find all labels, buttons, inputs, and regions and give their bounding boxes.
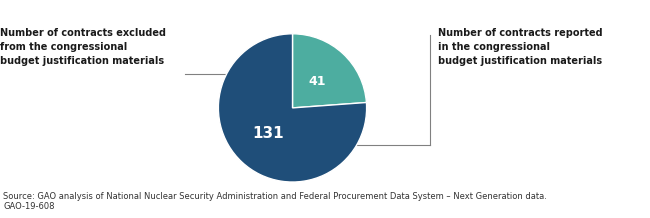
Wedge shape [292, 34, 367, 108]
Text: Source: GAO analysis of National Nuclear Security Administration and Federal Pro: Source: GAO analysis of National Nuclear… [3, 192, 547, 211]
Text: budget justification materials: budget justification materials [438, 56, 602, 66]
Text: 131: 131 [252, 126, 284, 141]
Text: from the congressional: from the congressional [0, 42, 127, 52]
Text: in the congressional: in the congressional [438, 42, 550, 52]
Text: 41: 41 [308, 75, 326, 88]
Text: Number of contracts excluded: Number of contracts excluded [0, 28, 166, 38]
Text: Number of contracts reported: Number of contracts reported [438, 28, 603, 38]
Wedge shape [218, 34, 367, 182]
Text: budget justification materials: budget justification materials [0, 56, 164, 66]
